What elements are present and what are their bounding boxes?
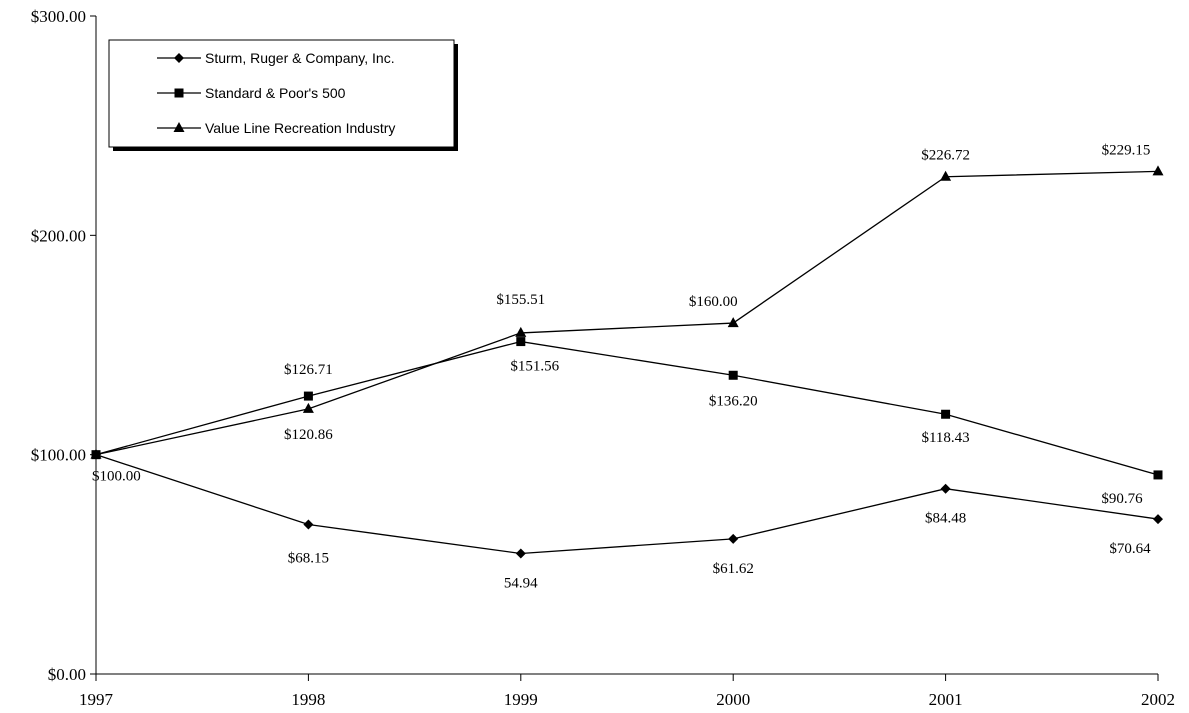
x-tick-label: 1998 <box>291 690 325 709</box>
data-label: $68.15 <box>288 551 329 567</box>
legend-marker-square <box>174 88 184 98</box>
data-point-triangle <box>1152 165 1164 176</box>
data-point-square <box>1153 470 1163 480</box>
plot-area: $68.15 54.94 $61.62 $84.48 $70.64 $100.00 $126… <box>90 142 1164 591</box>
data-point-diamond <box>515 548 526 559</box>
y-tick-label: $300.00 <box>31 7 86 26</box>
legend-marker-triangle <box>173 122 185 132</box>
data-label: $100.00 <box>92 469 141 485</box>
data-label: $155.51 <box>496 292 545 308</box>
data-point-triangle <box>302 402 314 413</box>
data-point-diamond <box>728 533 739 544</box>
data-point-square <box>516 337 526 347</box>
series-triangle: $120.86 $155.51 $160.00 $226.72 $229.15 <box>90 142 1164 459</box>
data-label: $90.76 <box>1101 491 1143 507</box>
data-point-diamond <box>940 483 951 494</box>
data-label: $226.72 <box>921 148 970 164</box>
x-tick-label: 1999 <box>504 690 538 709</box>
data-point-triangle <box>90 448 102 459</box>
legend-entry: Value Line Recreation Industry <box>205 120 395 136</box>
data-label: $229.15 <box>1102 142 1151 158</box>
data-label: $151.56 <box>510 359 559 375</box>
series-diamond: $68.15 54.94 $61.62 $84.48 $70.64 <box>91 449 1163 591</box>
data-label: $136.20 <box>709 393 758 409</box>
data-label: $84.48 <box>925 511 966 527</box>
data-label: $160.00 <box>689 294 738 310</box>
series-line <box>95 340 1159 476</box>
x-tick-label: 2002 <box>1141 690 1175 709</box>
data-point-square <box>941 409 951 419</box>
data-point-triangle <box>940 170 952 181</box>
series-line <box>95 454 1159 555</box>
x-tick-label: 2000 <box>716 690 750 709</box>
y-tick-label: $100.00 <box>31 446 86 465</box>
data-label: $126.71 <box>284 362 333 378</box>
legend-entry: Sturm, Ruger & Company, Inc. <box>205 50 395 66</box>
data-point-triangle <box>515 326 527 337</box>
data-point-triangle <box>727 317 739 328</box>
series-line <box>95 170 1159 456</box>
legend: Sturm, Ruger & Company, Inc. Standard & P… <box>108 39 458 151</box>
series-square: $100.00 $126.71 $151.56 $136.20 $118.43 $90.7… <box>91 337 1163 507</box>
y-tick-label: $0.00 <box>48 665 86 684</box>
x-tick-label: 2001 <box>929 690 963 709</box>
data-point-square <box>728 370 738 380</box>
legend-marker-diamond <box>174 53 184 63</box>
data-point-diamond <box>1153 514 1163 525</box>
data-label: $70.64 <box>1109 541 1151 557</box>
data-point-square <box>303 391 313 401</box>
axes: $0.00 $100.00 $200.00 $300.00 1997 1998 1999 20… <box>31 7 1175 709</box>
data-label: 54.94 <box>504 575 538 591</box>
data-label: $120.86 <box>284 427 333 443</box>
data-label: $118.43 <box>921 430 969 446</box>
data-label: $61.62 <box>713 561 754 577</box>
legend-entry: Standard & Poor's 500 <box>205 85 346 101</box>
x-tick-label: 1997 <box>79 690 114 709</box>
data-point-diamond <box>303 519 314 530</box>
y-tick-label: $200.00 <box>31 226 86 245</box>
